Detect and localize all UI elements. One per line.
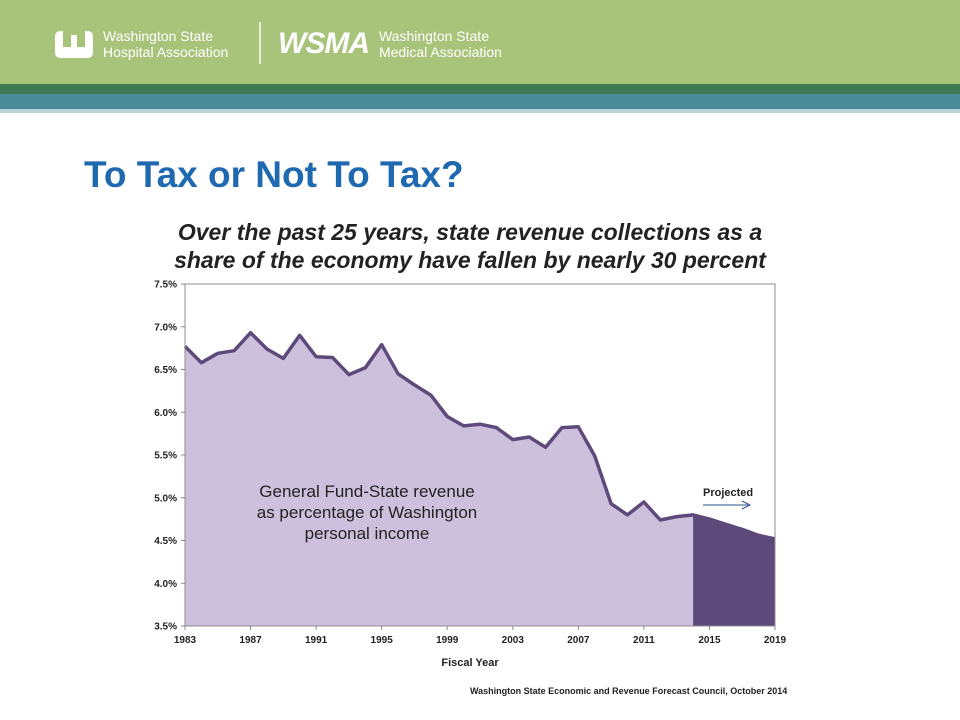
wsma-logo: WSMA Washington State Medical Associatio…	[278, 28, 502, 60]
y-tick-label: 4.5%	[154, 536, 177, 547]
logo-divider	[259, 22, 261, 64]
revenue-line	[183, 330, 776, 541]
x-tick-label: 2003	[502, 635, 525, 646]
header-stripe-light	[0, 109, 960, 113]
x-tick-label: 2007	[567, 635, 590, 646]
y-tick-label: 6.0%	[154, 408, 177, 419]
x-tick-label: 2011	[633, 635, 655, 646]
header-stripe-teal	[0, 94, 960, 109]
actual-area	[185, 332, 694, 626]
source-note: Washington State Economic and Revenue Fo…	[470, 686, 788, 696]
x-axis-label: Fiscal Year	[441, 657, 499, 669]
y-tick-label: 4.0%	[154, 579, 177, 590]
wsha-logo-line2: Hospital Association	[103, 44, 229, 60]
x-tick-label: 1987	[239, 635, 262, 646]
wsha-logo-icon	[55, 29, 93, 58]
projected-area	[693, 514, 775, 626]
x-tick-label: 1991	[305, 635, 328, 646]
x-tick-label: 2019	[764, 635, 787, 646]
wsma-logo-line1: Washington State	[378, 28, 489, 44]
y-tick-label: 6.5%	[154, 365, 177, 376]
slide-title: To Tax or Not To Tax?	[84, 154, 464, 195]
y-tick-label: 7.0%	[154, 322, 177, 333]
y-tick-label: 5.0%	[154, 493, 177, 504]
x-tick-label: 1999	[436, 635, 459, 646]
series-annotation-line: as percentage of Washington	[257, 503, 478, 522]
projected-label: Projected	[703, 487, 753, 499]
x-tick-label: 1983	[174, 635, 197, 646]
series-annotation-line: personal income	[305, 524, 430, 543]
chart-title: Over the past 25 years, state revenue co…	[174, 219, 766, 273]
y-tick-label: 5.5%	[154, 451, 177, 462]
wsma-logo-line2: Medical Association	[378, 44, 502, 60]
wsha-logo: Washington State Hospital Association	[55, 28, 228, 60]
projected-arrow-head	[741, 500, 752, 510]
header-stripe-dark	[0, 84, 960, 94]
x-tick-label: 1995	[371, 635, 394, 646]
x-tick-label: 2015	[698, 635, 721, 646]
y-tick-label: 7.5%	[154, 280, 177, 291]
wsma-logo-mark: WSMA	[278, 27, 370, 60]
series-annotation-line: General Fund-State revenue	[259, 482, 474, 501]
y-tick-label: 3.5%	[154, 622, 177, 633]
wsha-logo-line1: Washington State	[103, 28, 213, 44]
header-bar	[0, 0, 960, 84]
